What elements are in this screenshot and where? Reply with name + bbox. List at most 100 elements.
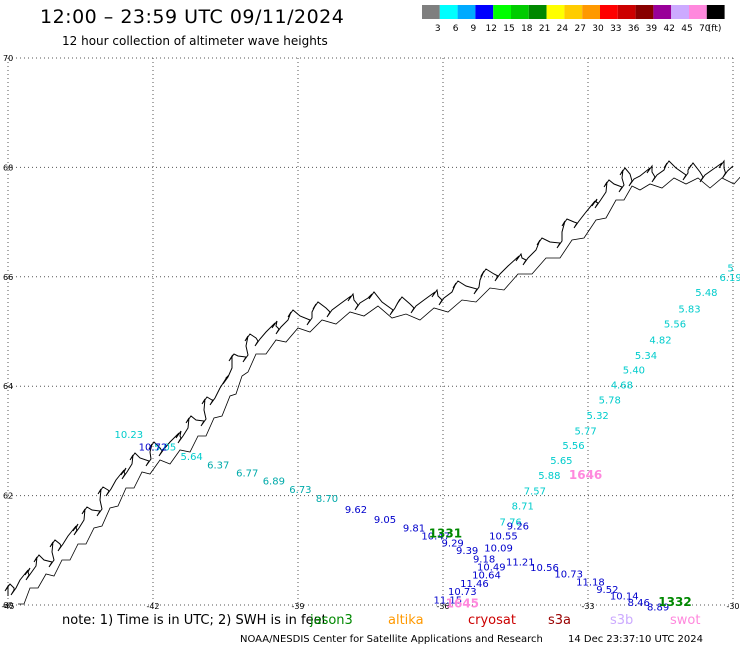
satellite-name-cryosat: cryosat (468, 613, 516, 628)
satellite-name-altika: altika (388, 613, 424, 628)
legend-swatch (689, 5, 707, 19)
longitude-tick-label: -36 (436, 602, 449, 611)
legend-swatch (635, 5, 654, 19)
longitude-tick-label: -39 (291, 602, 304, 611)
wave-height-value: 10.72 (139, 443, 168, 454)
graticule (7, 57, 734, 606)
wave-height-value: 5.32 (587, 411, 609, 422)
wave-height-value: 9.05 (374, 515, 396, 526)
legend-tick-label: 39 (646, 24, 658, 34)
wave-height-value: 5 (727, 263, 733, 274)
legend-tick-label: 24 (557, 24, 569, 34)
legend-swatch (475, 5, 494, 19)
legend-tick-label: 6 (453, 24, 459, 34)
wave-height-value: 9.29 (442, 538, 464, 549)
wave-height-value: 7.76 (500, 518, 522, 529)
wave-height-value: 5.88 (538, 471, 560, 482)
legend-tick-label: 70 (699, 24, 711, 34)
satellite-name-jason3: jason3 (310, 613, 353, 628)
wave-height-value: 10.73 (554, 570, 583, 581)
wave-height-value: 10.56 (530, 563, 559, 574)
wave-height-value: 5.05 (154, 443, 176, 454)
legend-unit: (ft) (708, 24, 722, 34)
wave-height-value: 9.26 (507, 522, 529, 533)
legend-swatch (600, 5, 618, 19)
altimeter-track: 10.729.629.059.8110.479.299.399.1810.491… (139, 443, 670, 614)
legend-tick-label: 18 (521, 24, 533, 34)
latitude-tick-label: 60 (3, 601, 13, 610)
latitude-tick-label: 64 (3, 382, 13, 391)
legend-swatch (653, 5, 672, 19)
legend-tick-label: 42 (663, 24, 674, 34)
wave-height-value: 8.71 (512, 501, 534, 512)
longitude-tick-label: -30 (726, 602, 739, 611)
credit-text: NOAA/NESDIS Center for Satellite Applica… (240, 634, 543, 645)
wave-height-value: 9.81 (403, 524, 425, 535)
longitude-tick-label: -45 (1, 602, 14, 611)
latitude-tick-label: 66 (3, 273, 13, 282)
latitude-tick-label: 62 (3, 492, 13, 501)
wave-height-value: 7.57 (524, 487, 546, 498)
longitude-tick-label: -42 (146, 602, 159, 611)
legend-swatch (493, 5, 511, 19)
wave-height-value: 10.14 (610, 592, 639, 603)
wave-height-value: 5.83 (678, 304, 700, 315)
legend-tick-label: 30 (592, 24, 604, 34)
wave-height-value: 6.73 (289, 485, 311, 496)
legend-tick-label: 33 (610, 24, 621, 34)
legend-swatch (617, 5, 636, 19)
legend-swatch (564, 5, 583, 19)
legend-tick-label: 12 (485, 24, 496, 34)
latitude-tick-label: 70 (3, 54, 13, 63)
wave-height-value: 6.89 (263, 477, 285, 488)
legend-swatch (671, 5, 689, 19)
altimeter-track: 56.195.48 5.83 5.56 4.82 5.34 5.40 4.68 5.78 5.3… (115, 263, 740, 528)
wave-height-value: 5.77 (574, 426, 596, 437)
wave-height-value: 10.09 (484, 543, 513, 554)
wave-height-value: 9.18 (473, 554, 495, 565)
wave-height-value: 5.65 (550, 456, 572, 467)
wave-height-value: 10.47 (421, 531, 450, 542)
pass-time-label: 1645 (446, 597, 479, 611)
latitude-tick-label: 68 (3, 163, 13, 172)
wave-height-value: 5.56 (664, 320, 686, 331)
wave-height-value: 5.78 (599, 396, 621, 407)
legend-tick-label: 27 (574, 24, 585, 34)
wave-height-value: 5.48 (695, 288, 717, 299)
wave-height-value: 4.82 (649, 336, 671, 347)
pass-time-label: 1332 (658, 595, 691, 609)
wave-height-value: 5.64 (181, 452, 203, 463)
color-scale-legend: 3 6 9 12 15 18 21 24 27 30 33 36 39 42 45 70(ft) (422, 5, 725, 34)
figure-title: 12:00 – 23:59 UTC 09/11/2024 (40, 6, 345, 28)
wave-height-value: 6.19 (719, 273, 740, 284)
wave-height-value: 5.40 (623, 366, 645, 377)
legend-tick-label: 15 (503, 24, 514, 34)
wave-height-value: 10.73 (448, 587, 477, 598)
wave-height-value: 9.62 (345, 505, 367, 516)
wave-height-value: 6.37 (207, 460, 229, 471)
legend-swatch (546, 5, 565, 19)
figure-subtitle: 12 hour collection of altimeter wave hei… (62, 34, 328, 48)
wave-height-value: 10.64 (472, 571, 501, 582)
wave-height-value: 4.68 (611, 380, 633, 391)
wave-height-value: 8.89 (647, 602, 669, 613)
legend-tick-label: 3 (435, 24, 441, 34)
legend-tick-label: 45 (681, 24, 692, 34)
longitude-tick-label: -33 (581, 602, 594, 611)
coastal-islands-outline (18, 176, 740, 605)
wave-height-value: 9.39 (456, 546, 478, 557)
wave-height-value: 11.18 (576, 577, 605, 588)
timestamp-text: 14 Dec 23:37:10 UTC 2024 (568, 634, 703, 645)
legend-swatch (439, 5, 458, 19)
altimeter-track: 6.37 6.77 6.89 6.73 8.70 (207, 460, 338, 505)
wave-height-value: 8.46 (628, 598, 650, 609)
legend-swatch (511, 5, 529, 19)
legend-tick-label: 21 (539, 24, 550, 34)
legend-swatch (422, 5, 440, 19)
wave-height-value: 6.77 (236, 468, 258, 479)
wave-height-value: 10.49 (477, 563, 506, 574)
pass-time-label: 1331 (429, 527, 462, 541)
wave-height-value: 11.21 (506, 558, 535, 569)
legend-tick-label: 9 (471, 24, 477, 34)
